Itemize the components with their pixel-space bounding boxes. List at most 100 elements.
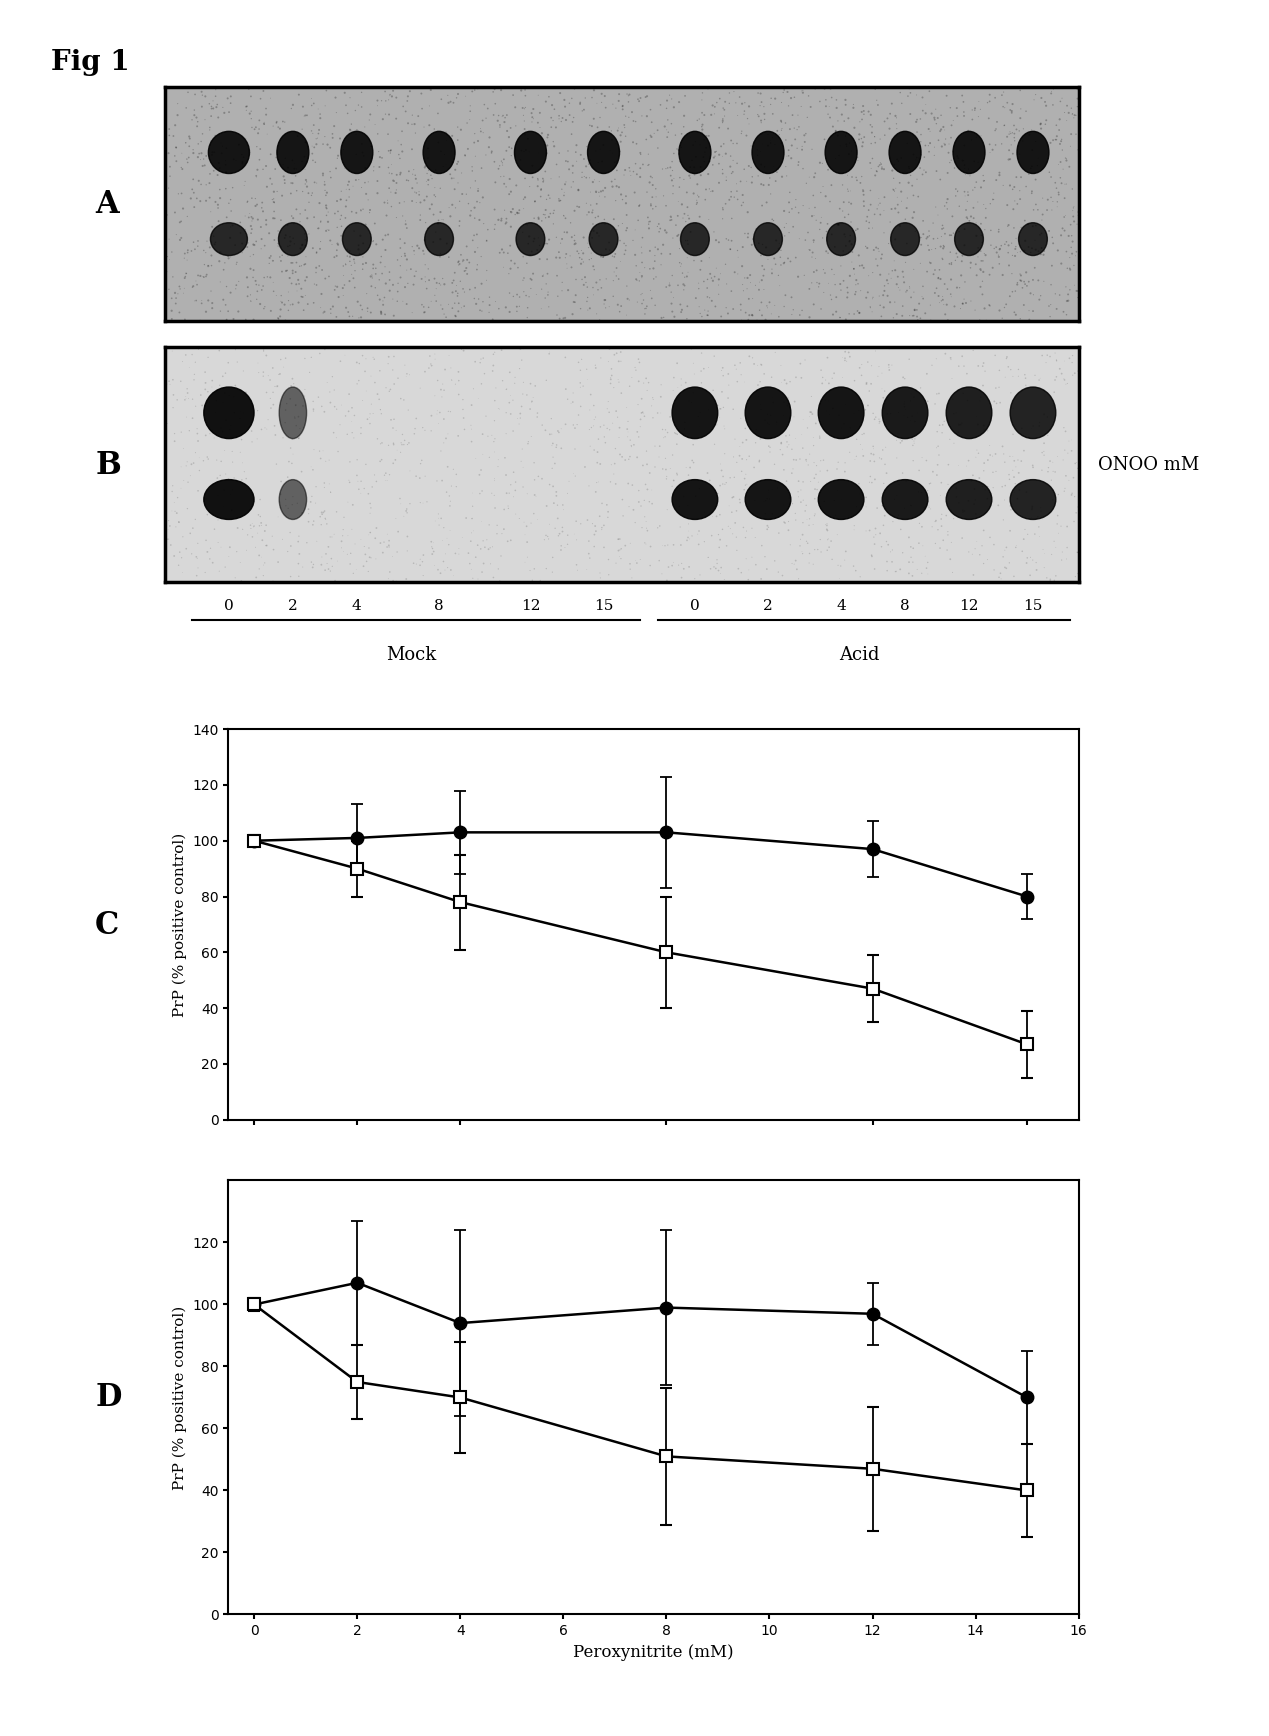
Point [882,194,902,222]
Point [283,170,303,198]
Point [204,231,225,259]
Point [855,493,876,521]
Point [569,349,589,377]
Ellipse shape [1010,479,1056,519]
Point [1025,226,1046,253]
Point [745,524,765,552]
Point [636,295,656,323]
Point [914,156,934,184]
Point [482,479,503,507]
Point [942,250,962,278]
Point [751,396,772,424]
Point [887,184,907,212]
Point [1008,189,1028,217]
Point [317,208,338,236]
Point [227,248,247,276]
Point [826,94,846,122]
Point [725,464,745,491]
Point [839,227,859,255]
Point [877,104,897,132]
Point [400,78,420,106]
Point [915,132,935,160]
Point [582,274,603,302]
Point [694,354,714,382]
Point [632,385,652,413]
Point [244,231,264,259]
Point [954,215,975,243]
Point [656,465,676,493]
Point [933,234,953,262]
Point [892,538,912,566]
Point [266,281,287,309]
Point [1068,135,1089,163]
Point [430,437,450,465]
Point [1063,507,1084,535]
Point [716,250,736,278]
Point [685,483,706,510]
Point [221,411,241,439]
Point [608,115,628,142]
Point [1051,163,1071,191]
Point [940,345,961,373]
Point [454,292,475,319]
Point [739,109,759,137]
Point [166,500,187,528]
Point [685,128,706,156]
Point [395,241,415,269]
Point [610,292,631,319]
Point [1067,278,1088,306]
Point [405,420,425,448]
Point [805,484,825,512]
Point [428,128,448,156]
Point [851,132,872,160]
Point [354,113,374,141]
Point [995,448,1015,476]
Point [306,259,326,286]
Point [296,196,316,224]
Point [462,78,482,106]
Point [753,191,773,219]
Point [609,80,629,108]
Point [952,290,972,318]
Point [505,363,525,391]
Point [788,467,808,495]
Point [1010,95,1030,123]
Point [511,345,532,373]
Point [283,290,303,318]
Point [641,191,661,219]
Point [1010,470,1030,498]
Point [829,448,849,476]
Point [528,82,548,109]
Point [681,523,702,550]
Point [225,498,245,526]
Point [202,366,222,394]
Point [926,434,947,462]
Point [539,340,560,368]
Point [760,181,780,208]
Point [316,217,336,245]
Point [387,288,407,316]
Point [390,161,410,189]
Point [821,83,841,111]
Point [263,247,283,274]
Point [788,148,808,175]
Point [367,467,387,495]
Point [336,92,357,120]
Point [477,422,497,450]
Point [249,512,269,540]
Point [500,382,520,410]
Point [1053,446,1074,474]
Point [471,115,491,142]
Point [631,545,651,573]
Point [709,149,730,177]
Point [360,363,381,391]
Point [552,226,572,253]
Point [411,266,431,293]
Point [674,556,694,583]
Point [1051,250,1071,278]
Point [335,155,355,182]
Point [895,365,915,392]
Point [626,149,646,177]
Point [1048,519,1068,547]
Point [391,130,411,158]
